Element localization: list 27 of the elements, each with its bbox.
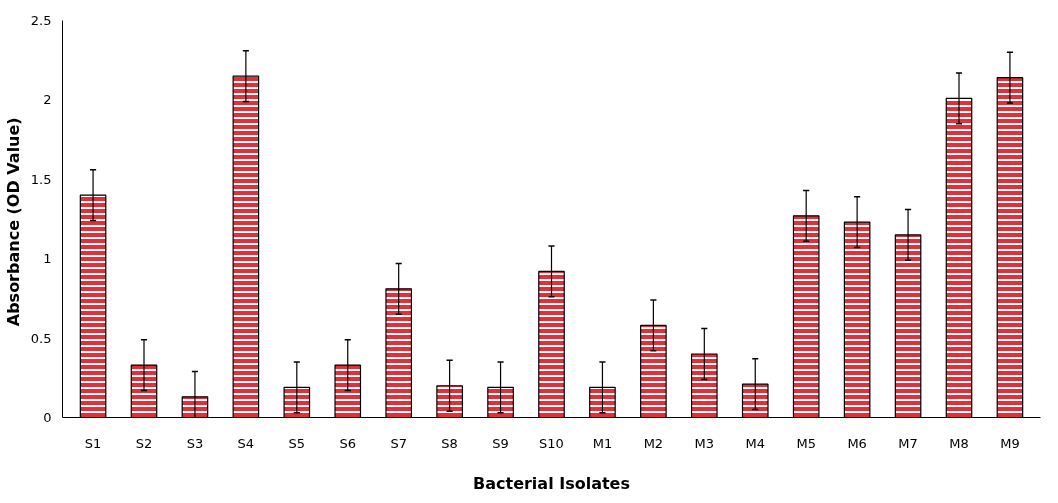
x-tick-label: M7 <box>898 435 918 451</box>
x-tick-label: S1 <box>84 435 102 451</box>
x-tick-label: M3 <box>694 435 715 451</box>
x-tick-label: S9 <box>492 435 509 451</box>
y-tick-label: 1 <box>43 251 52 267</box>
y-axis-title: Absorbance (OD Value) <box>3 117 23 327</box>
x-tick-label: S6 <box>339 435 357 451</box>
x-tick-label: S3 <box>186 435 204 451</box>
x-tick-label: S4 <box>237 435 255 451</box>
x-tick-label: S5 <box>288 435 306 451</box>
x-tick-label: M5 <box>796 435 816 451</box>
x-tick-label: S8 <box>441 435 458 451</box>
x-tick-label: M4 <box>745 435 766 451</box>
y-tick-label: 0.5 <box>30 330 52 346</box>
y-tick-label: 1.5 <box>30 171 52 187</box>
x-axis-title: Bacterial Isolates <box>473 473 630 493</box>
x-tick-label: M8 <box>949 435 969 451</box>
y-tick-label: 2.5 <box>30 13 52 28</box>
y-tick-label: 0 <box>43 410 52 425</box>
x-tick-label: S2 <box>135 435 153 451</box>
x-tick-label: M6 <box>847 435 867 451</box>
x-tick-label: M1 <box>592 435 613 451</box>
y-tick-label: 2 <box>43 92 52 108</box>
x-tick-label: M9 <box>1000 435 1020 451</box>
x-tick-label: S10 <box>539 435 564 451</box>
x-tick-label: M2 <box>643 435 664 451</box>
x-tick-label: S7 <box>390 435 407 451</box>
